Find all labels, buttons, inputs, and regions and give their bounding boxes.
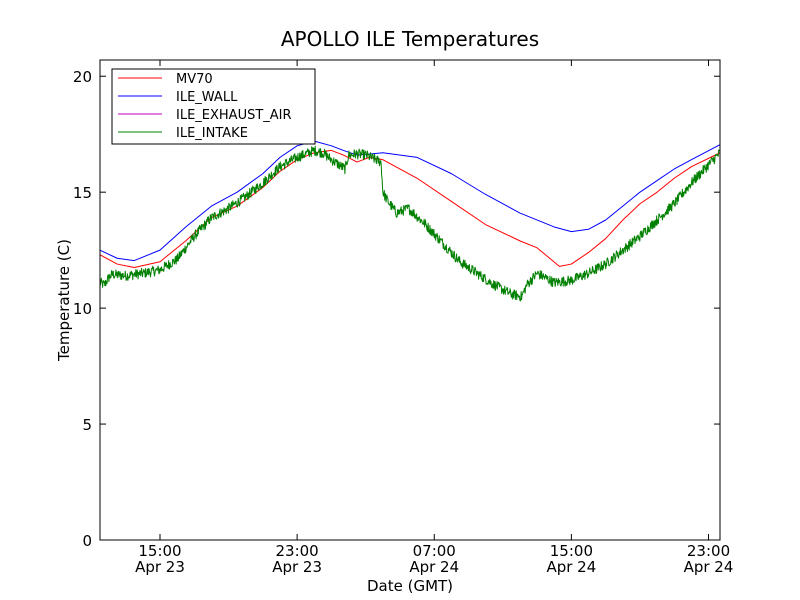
- y-tick-label: 0: [82, 532, 92, 550]
- series-lines: [99, 140, 721, 302]
- y-tick-label: 20: [73, 68, 92, 86]
- series-line-ile-intake: [99, 145, 721, 302]
- y-tick-label: 5: [82, 416, 92, 434]
- x-tick-time-label: 15:00: [550, 542, 593, 560]
- legend-label: ILE_EXHAUST_AIR: [176, 108, 292, 123]
- x-tick-time-label: 23:00: [687, 542, 730, 560]
- x-tick-date-label: Apr 24: [684, 558, 734, 576]
- series-line-ile-wall: [99, 140, 721, 262]
- plot-frame: [99, 59, 721, 541]
- x-tick-time-label: 15:00: [138, 542, 181, 560]
- legend-label: MV70: [176, 72, 213, 87]
- x-tick-time-label: 23:00: [276, 542, 319, 560]
- legend: MV70 ILE_WALL ILE_EXHAUST_AIR ILE_INTAKE: [111, 68, 316, 145]
- y-tick-label: 15: [73, 184, 92, 202]
- x-tick-time-label: 07:00: [413, 542, 456, 560]
- chart-title: APOLLO ILE Temperatures: [281, 27, 539, 51]
- x-tick-date-label: Apr 24: [409, 558, 459, 576]
- legend-label: ILE_WALL: [176, 90, 238, 105]
- x-tick-date-label: Apr 23: [272, 558, 322, 576]
- x-axis-label: Date (GMT): [367, 577, 453, 595]
- y-axis-label: Temperature (C): [55, 239, 73, 362]
- legend-label: ILE_INTAKE: [176, 126, 248, 141]
- y-tick-label: 10: [73, 300, 92, 318]
- x-tick-date-label: Apr 23: [135, 558, 185, 576]
- x-tick-date-label: Apr 24: [546, 558, 596, 576]
